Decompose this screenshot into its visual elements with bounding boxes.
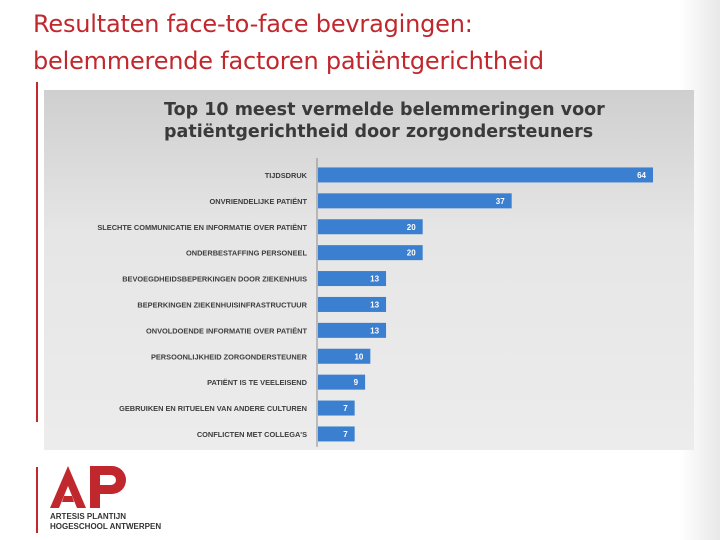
chart-title: Top 10 meest vermelde belemmeringen voor… [164, 99, 624, 143]
data-label: 7 [343, 404, 348, 413]
bar [318, 193, 512, 209]
logo-name-line-1: ARTESIS PLANTIJN [50, 512, 127, 521]
data-label: 13 [370, 275, 379, 284]
data-label: 7 [343, 430, 348, 439]
bar [318, 400, 355, 416]
bar [318, 348, 371, 364]
category-label: ONDERBESTAFFING PERSONEEL [186, 249, 307, 258]
data-label: 13 [370, 300, 379, 309]
data-label: 9 [354, 378, 359, 387]
left-accent-rule [36, 82, 38, 422]
logo-letter-a-crossbar [62, 496, 74, 502]
category-label: BEPERKINGEN ZIEKENHUISINFRASTRUCTUUR [137, 300, 307, 309]
bar [318, 322, 387, 338]
data-label: 64 [637, 171, 646, 180]
ap-logo [50, 466, 126, 508]
slide-title: Resultaten face-to-face bevragingen: bel… [33, 6, 693, 80]
category-label: SLECHTE COMMUNICATIE EN INFORMATIE OVER … [97, 223, 307, 232]
bar [318, 296, 387, 312]
chart-title-line-1: Top 10 meest vermelde belemmeringen voor [164, 100, 605, 120]
bar-chart: TIJDSDRUK 64 ONVRIENDELIJKE PATIËNT 37 SLECH… [97, 158, 653, 447]
left-accent-rule-lower [36, 467, 38, 533]
logo-wordmark: ARTESIS PLANTIJN HOGESCHOOL ANTWERPEN [50, 512, 161, 532]
bar [318, 374, 366, 390]
category-label: ONVOLDOENDE INFORMATIE OVER PATIËNT [146, 326, 307, 335]
logo-letter-p [90, 466, 126, 508]
logo-letter-a [50, 466, 86, 508]
bar [318, 271, 387, 287]
category-label: TIJDSDRUK [265, 171, 308, 180]
chart-title-line-2: patiëntgerichtheid door zorgondersteuner… [164, 122, 594, 142]
bar [318, 219, 423, 235]
data-label: 10 [354, 352, 363, 361]
slide-title-line-2: belemmerende factoren patiëntgerichtheid [33, 47, 544, 75]
bar [318, 426, 355, 442]
logo-name-line-2: HOGESCHOOL ANTWERPEN [50, 522, 162, 531]
category-label: PERSOONLIJKHEID ZORGONDERSTEUNER [151, 352, 308, 361]
data-label: 37 [496, 197, 505, 206]
bar [318, 167, 653, 183]
category-label: CONFLICTEN MET COLLEGA'S [197, 430, 307, 439]
category-label: PATIËNT IS TE VEELEISEND [207, 378, 308, 387]
bar [318, 245, 423, 261]
chart-panel: Top 10 meest vermelde belemmeringen voor… [44, 90, 694, 450]
category-label: BEVOEGDHEIDSBEPERKINGEN DOOR ZIEKENHUIS [122, 275, 307, 284]
data-label: 20 [407, 223, 416, 232]
slide-title-line-1: Resultaten face-to-face bevragingen: [33, 10, 473, 38]
data-label: 13 [370, 326, 379, 335]
category-label: ONVRIENDELIJKE PATIËNT [210, 197, 308, 206]
category-label: GEBRUIKEN EN RITUELEN VAN ANDERE CULTURE… [119, 404, 307, 413]
data-label: 20 [407, 249, 416, 258]
